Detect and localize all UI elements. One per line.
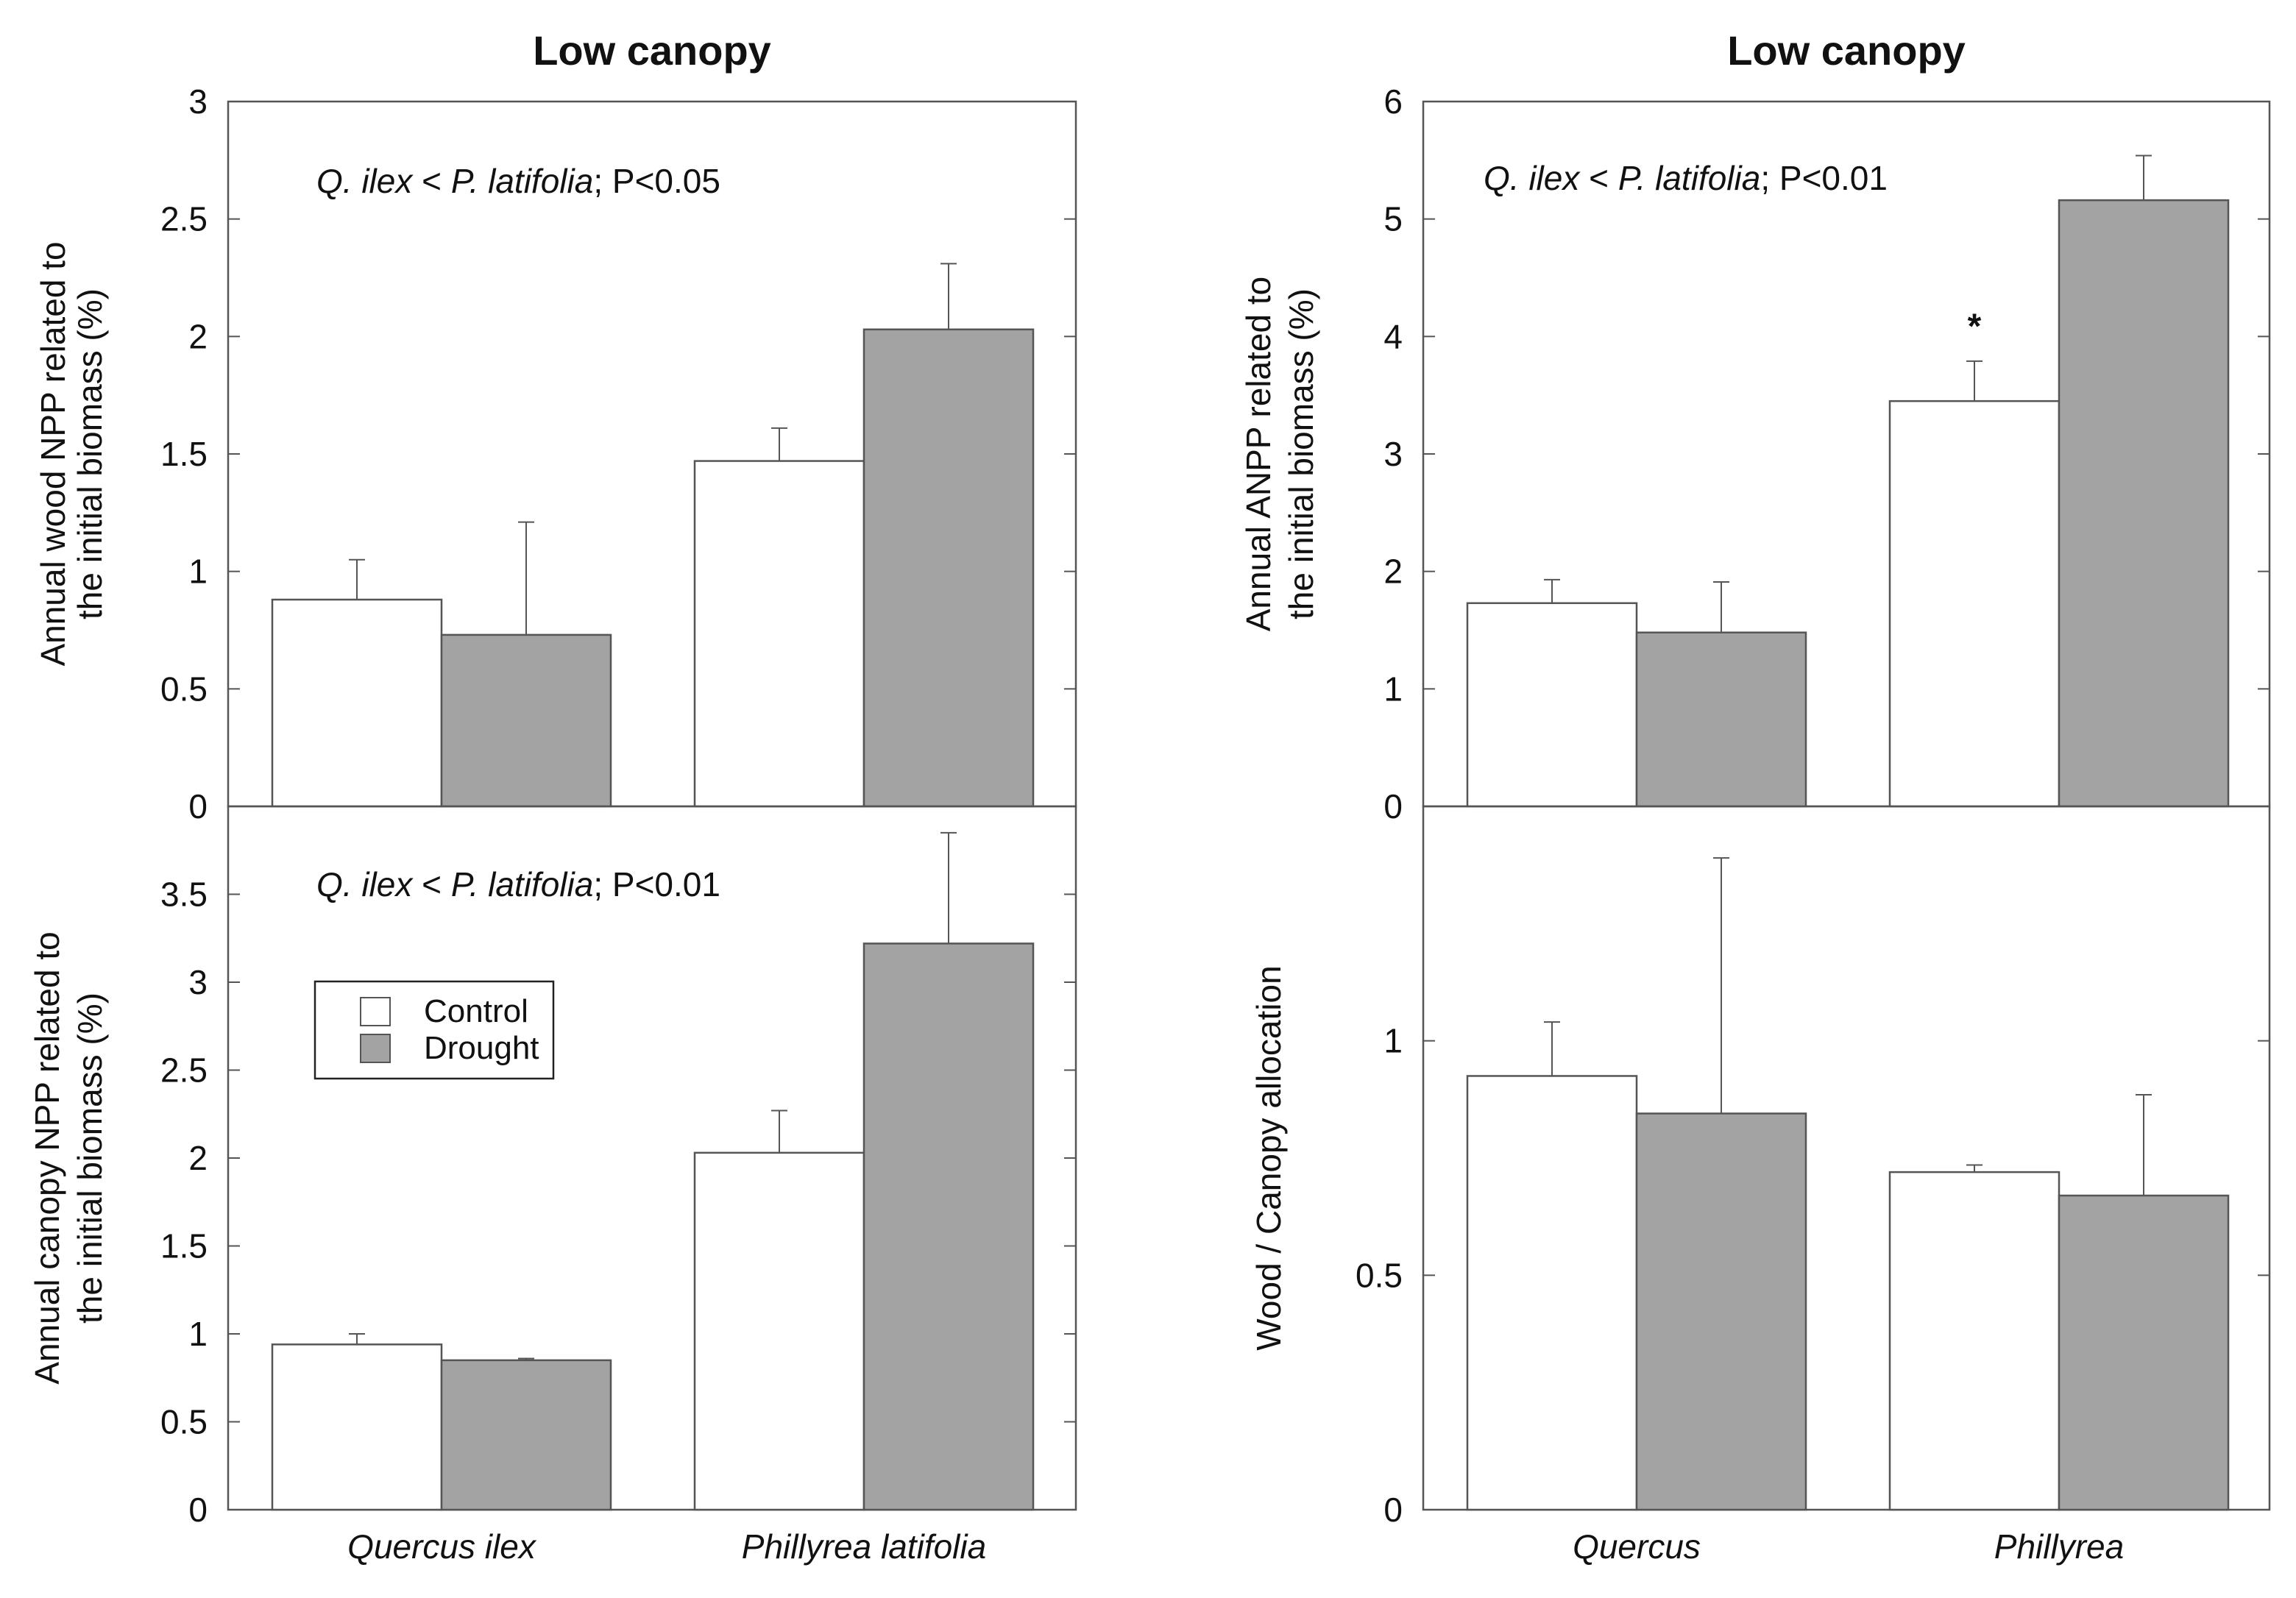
y-axis-label: the initial biomass (%): [1282, 288, 1320, 619]
x-category-label: Quercus: [1573, 1527, 1701, 1566]
y-axis-label: the initial biomass (%): [71, 288, 109, 619]
y-tick-label: 2.5: [160, 1051, 208, 1090]
bar-control: [271, 1343, 443, 1511]
y-tick-label: 1: [188, 1315, 208, 1353]
x-category-label: Quercus ilex: [347, 1527, 537, 1566]
significance-annotation: Q. ilex < P. latifolia; P<0.01: [316, 865, 720, 903]
y-axis-label: Annual ANPP related to: [1239, 277, 1278, 631]
bar-control: [1888, 400, 2061, 808]
x-category-label: Phillyrea latifolia: [742, 1527, 986, 1566]
bar-drought: [1635, 1112, 1807, 1511]
y-tick-label: 2: [188, 317, 208, 355]
bar-control: [693, 460, 865, 808]
y-tick-label: 1: [1383, 670, 1403, 708]
bar-control: [271, 598, 443, 808]
legend-box: [313, 980, 555, 1080]
chart-panel-1: 0 0.5 1 1.5 2 2.5 3 Low canopy Annual wood NPP r…: [34, 27, 1077, 825]
y-tick-label: 3: [188, 82, 208, 121]
y-axis-label: Wood / Canopy allocation: [1250, 965, 1288, 1350]
plot-frame: [1422, 805, 2271, 1511]
y-tick-label: 3: [188, 963, 208, 1001]
y-tick-label: 5: [1383, 200, 1403, 238]
bar-drought: [440, 1359, 612, 1511]
y-axis-label: Annual canopy NPP related to: [28, 931, 66, 1384]
significance-annotation: Q. ilex < P. latifolia; P<0.05: [316, 162, 720, 200]
x-category-label: Phillyrea: [1994, 1527, 2124, 1566]
y-tick-label: 2.5: [160, 200, 208, 238]
chart-panel-4: 0 0.5 1 Wood / Canopy allocation Quercus Phil…: [1250, 805, 2271, 1566]
bar-control: [1466, 1075, 1638, 1511]
y-tick-label: 0: [1383, 787, 1403, 825]
y-tick-label: 0: [188, 1491, 208, 1529]
legend-label-drought: Drought: [424, 1030, 539, 1066]
bar-drought: [1635, 631, 1807, 808]
bar-drought: [862, 942, 1035, 1511]
y-axis-label: Annual wood NPP related to: [34, 241, 72, 666]
y-tick-label: 0.5: [160, 1403, 208, 1441]
legend-swatch-drought: [360, 1034, 391, 1063]
y-tick-label: 0: [188, 787, 208, 825]
y-tick-label: 1.5: [160, 435, 208, 473]
y-tick-label: 1: [1383, 1022, 1403, 1060]
bar-control: [1888, 1171, 2061, 1511]
y-tick-label: 0.5: [160, 670, 208, 708]
bar-control: [1466, 602, 1638, 808]
chart-panel-3: 0 0.5 1 1.5 2 2.5 3 3.5 Annual canopy NPP relate…: [28, 805, 1077, 1566]
y-tick-label: 3: [1383, 435, 1403, 473]
bar-drought: [440, 633, 612, 808]
y-tick-label: 2: [1383, 553, 1403, 591]
legend-label-control: Control: [424, 993, 528, 1029]
y-tick-label: 1: [188, 553, 208, 591]
bar-drought: [2058, 1194, 2230, 1511]
y-tick-label: 1.5: [160, 1227, 208, 1265]
panel-title: Low canopy: [1727, 27, 1966, 74]
y-axis-label: the initial biomass (%): [71, 992, 109, 1324]
bar-drought: [862, 328, 1035, 808]
chart-panel-2: 0 1 2 3 4 5 6 Low canopy Annual ANPP related to t…: [1239, 27, 2271, 825]
legend-swatch-control: [360, 997, 391, 1026]
y-tick-label: 0.5: [1356, 1256, 1403, 1294]
y-tick-label: 6: [1383, 82, 1403, 121]
y-tick-label: 3.5: [160, 876, 208, 914]
panel-title: Low canopy: [533, 27, 771, 74]
significance-marker: *: [1968, 307, 1982, 346]
bar-drought: [2058, 199, 2230, 808]
y-tick-label: 2: [188, 1139, 208, 1177]
significance-annotation: Q. ilex < P. latifolia; P<0.01: [1484, 159, 1888, 197]
y-tick-label: 0: [1383, 1491, 1403, 1529]
y-tick-label: 4: [1383, 317, 1403, 355]
bar-control: [693, 1151, 865, 1511]
